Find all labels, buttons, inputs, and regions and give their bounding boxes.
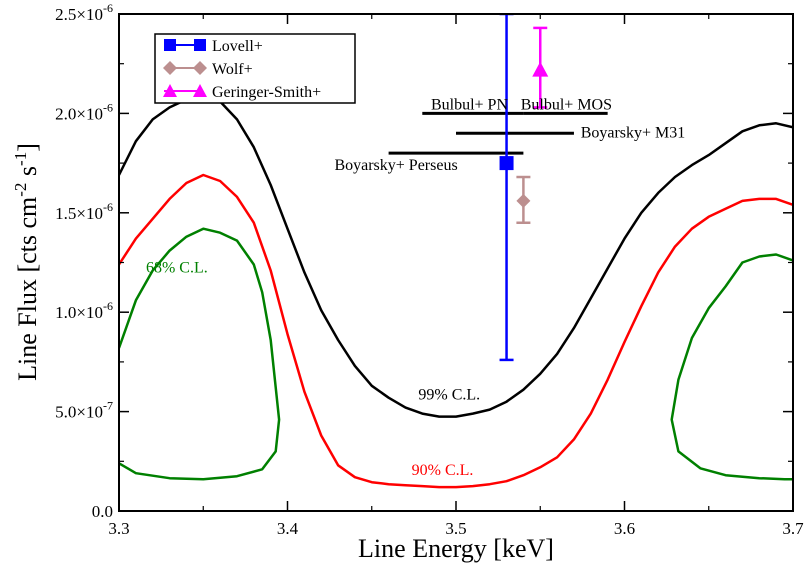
x-tick-label-1: 3.4	[277, 519, 299, 538]
x-axis-title: Line Energy [keV]	[358, 534, 554, 563]
legend-marker-triangle	[193, 84, 207, 97]
x-tick-label-0: 3.3	[108, 519, 129, 538]
y-tick-label-0: 0.0	[92, 502, 113, 521]
y-tick-label-5: 2.5×10-6	[55, 1, 113, 24]
point-marker-0	[499, 156, 514, 171]
legend-entry-wolf: Wolf+	[163, 61, 253, 78]
contour-label-0: 99% C.L.	[418, 387, 480, 404]
legend-marker-diamond	[193, 61, 207, 75]
y-tick-exponent: -6	[103, 1, 113, 15]
contour-line-3	[670, 253, 793, 481]
x-tick-label-3: 3.6	[614, 519, 635, 538]
contour-label-1: 90% C.L.	[412, 462, 474, 479]
legend-label-geringer-smith: Geringer-Smith+	[212, 84, 321, 101]
y-axis-title-end: ]	[13, 143, 42, 152]
contour-line-1	[119, 173, 793, 489]
y-tick-mantissa: 2.5×10	[55, 5, 103, 24]
y-tick-exponent: -6	[103, 100, 113, 114]
y-axis-title-main: Line Flux [cts cm	[13, 197, 42, 381]
y-tick-exponent: -6	[103, 200, 113, 214]
hbar-label-3: Boyarsky+ Perseus	[334, 157, 457, 174]
y-tick-mantissa: 5.0×10	[55, 403, 103, 422]
y-axis-title-mid: s	[13, 166, 42, 183]
legend-label-wolf: Wolf+	[212, 61, 253, 78]
point-marker-1	[516, 193, 531, 208]
legend-entry-geringer-smith: Geringer-Smith+	[163, 84, 321, 101]
y-tick-label-2: 1.0×10-6	[55, 299, 113, 322]
y-tick-mantissa: 1.0×10	[55, 303, 103, 322]
y-tick-exponent: -7	[103, 399, 113, 413]
y-tick-mantissa: 0.0	[92, 502, 113, 521]
x-tick-label-2: 3.5	[445, 519, 466, 538]
legend-marker-triangle	[163, 84, 177, 97]
point-marker-2	[532, 61, 549, 77]
hbar-label-0: Bulbul+ PN	[431, 96, 508, 113]
legend-marker-square	[164, 39, 176, 51]
y-axis-title-exp1: -2	[11, 183, 30, 197]
legend: Lovell+ Wolf+ Geringer-Smith+	[154, 33, 356, 104]
hbar-label-2: Boyarsky+ M31	[581, 124, 686, 141]
legend-label-lovell: Lovell+	[212, 38, 263, 55]
y-axis-title: Line Flux [cts cm-2 s-1]	[11, 143, 42, 381]
hbar-label-1: Bulbul+ MOS	[521, 96, 612, 113]
y-tick-mantissa: 1.5×10	[55, 204, 103, 223]
legend-marker-diamond	[163, 61, 177, 75]
x-tick-label-4: 3.7	[782, 519, 804, 538]
y-tick-label-3: 1.5×10-6	[55, 200, 113, 223]
y-tick-label-1: 5.0×10-7	[55, 399, 113, 422]
contour-line-0	[119, 96, 793, 418]
y-axis-title-exp2: -1	[11, 152, 30, 166]
y-tick-label-4: 2.0×10-6	[55, 100, 113, 123]
legend-marker-square	[194, 39, 206, 51]
legend-entry-lovell: Lovell+	[164, 38, 263, 55]
y-tick-exponent: -6	[103, 299, 113, 313]
contour-label-2: 68% C.L.	[146, 259, 208, 276]
contour-line-2	[119, 227, 281, 481]
y-tick-mantissa: 2.0×10	[55, 104, 103, 123]
